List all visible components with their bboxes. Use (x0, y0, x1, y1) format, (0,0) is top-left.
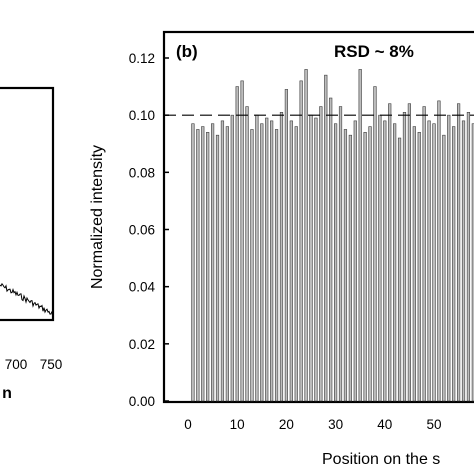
bar (250, 129, 254, 402)
panel-a-x-tick-700: 700 (5, 357, 28, 372)
rsd-annotation: RSD ~ 8% (334, 42, 414, 61)
bar (324, 74, 328, 402)
bar (230, 114, 234, 402)
bar (329, 97, 333, 402)
bar (304, 69, 308, 402)
panel-b-frame (162, 30, 474, 404)
y-tick-label: 0.04 (129, 280, 156, 295)
bar (353, 120, 357, 402)
x-tick-label: 50 (426, 417, 441, 432)
bar (279, 112, 284, 402)
y-axis-ticks: 0.00 0.02 0.04 0.06 0.08 0.10 0.12 (129, 51, 169, 409)
bar (289, 120, 293, 402)
panel-a-x-axis-label: n (2, 385, 12, 402)
bar (211, 123, 215, 402)
bar (338, 106, 343, 402)
bar (191, 123, 195, 402)
y-axis-label: Normalized intensity (89, 145, 106, 289)
y-tick-label: 0.10 (129, 108, 155, 123)
bar (466, 112, 471, 402)
panel-a-frame (0, 86, 55, 322)
bar (373, 86, 377, 402)
bar (215, 134, 220, 402)
bar (422, 106, 426, 402)
bar (456, 103, 461, 402)
bar (235, 86, 239, 402)
bar (407, 103, 412, 402)
panel-a: 700 750 n (0, 86, 63, 402)
panel-a-x-tick-750: 750 (40, 357, 63, 372)
bar (402, 112, 407, 402)
bar (240, 80, 244, 402)
bar (225, 126, 229, 402)
bar (437, 100, 441, 402)
bar (383, 120, 387, 402)
bar (314, 117, 318, 402)
bar (368, 126, 372, 402)
bar (201, 126, 205, 402)
bar (412, 126, 416, 402)
x-tick-label: 0 (184, 417, 192, 432)
bar (378, 114, 382, 402)
x-tick-label: 10 (230, 417, 245, 432)
x-axis-label: Position on the s (322, 451, 440, 468)
x-tick-label: 20 (279, 417, 294, 432)
x-tick-label: 40 (377, 417, 392, 432)
y-tick-label: 0.12 (129, 51, 155, 66)
x-axis-ticks: 010203040506 (184, 417, 441, 432)
panel-a-data-line (0, 282, 53, 315)
bar (333, 123, 338, 402)
bar (284, 89, 289, 402)
bar (220, 120, 225, 402)
bars-group (191, 69, 474, 402)
bar (255, 114, 259, 402)
bar (393, 123, 397, 402)
bar (447, 114, 451, 402)
bar (452, 126, 456, 402)
bar (245, 106, 249, 402)
bar (309, 114, 313, 402)
bar (206, 132, 210, 402)
bar (358, 69, 362, 402)
bar (274, 129, 279, 402)
bar (299, 80, 303, 402)
bar (461, 120, 466, 402)
bar (270, 120, 274, 402)
bar (363, 132, 367, 402)
bar (319, 106, 323, 402)
bar (294, 126, 298, 402)
bar (417, 132, 421, 402)
y-tick-label: 0.06 (129, 223, 155, 238)
panel-label: (b) (176, 42, 198, 61)
x-tick-label: 30 (328, 417, 343, 432)
bar (343, 129, 348, 402)
bar (432, 123, 436, 402)
y-tick-label: 0.02 (129, 337, 155, 352)
y-tick-label: 0.08 (129, 165, 155, 180)
bar (196, 129, 200, 402)
bar (388, 103, 392, 402)
bar (260, 123, 264, 402)
bar (442, 134, 446, 402)
panel-b: 0.00 0.02 0.04 0.06 0.08 0.10 0.12 0 10 20 30 40 50… (89, 30, 474, 468)
bar (265, 117, 269, 402)
bar (471, 123, 474, 402)
bar (397, 137, 402, 402)
bar (348, 134, 352, 402)
bar (427, 120, 431, 402)
y-tick-label: 0.00 (129, 394, 155, 409)
